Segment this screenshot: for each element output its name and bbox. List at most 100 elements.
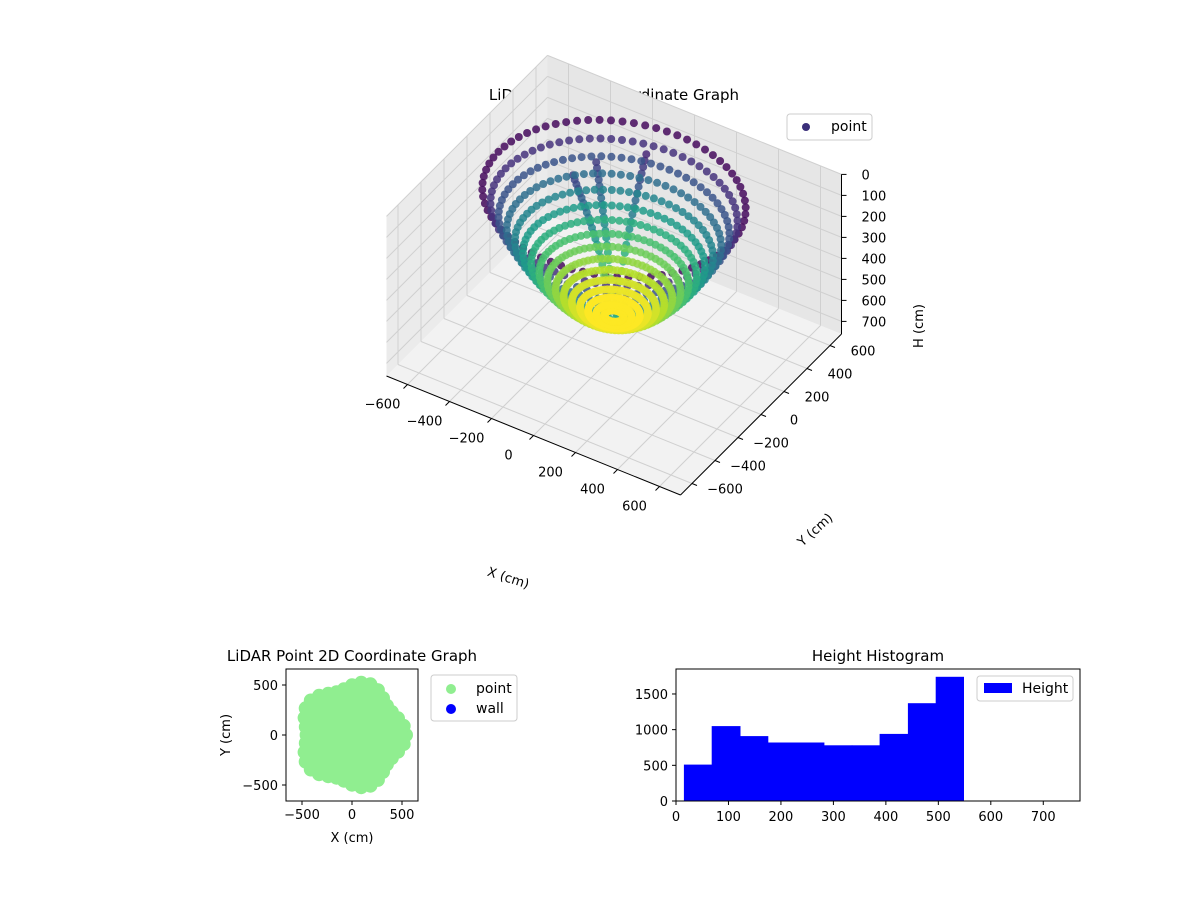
histogram-bar xyxy=(767,742,797,801)
3d-point xyxy=(649,142,658,151)
3d-point xyxy=(644,176,653,185)
3d-gridline xyxy=(386,181,548,343)
2d-x-tick-label: 0 xyxy=(348,808,356,823)
3d-point xyxy=(717,205,726,214)
3d-point xyxy=(551,120,560,128)
3d-point xyxy=(565,136,574,145)
3d-x-tick xyxy=(487,418,492,423)
histogram-legend: Height xyxy=(976,675,1074,702)
3d-x-tick xyxy=(655,486,660,491)
3d-point xyxy=(582,186,591,195)
chart-2d-scatter: LiDAR Point 2D Coordinate Graph −500 0 500… xyxy=(219,647,518,846)
histogram-x-tick-label: 100 xyxy=(716,810,741,825)
3d-point xyxy=(649,225,658,234)
3d-point xyxy=(669,185,678,194)
3d-x-tick-label: 400 xyxy=(580,483,605,498)
3d-point xyxy=(507,159,516,168)
3d-point xyxy=(545,140,554,149)
3d-point xyxy=(629,119,638,128)
3d-point xyxy=(621,231,630,240)
3d-point xyxy=(496,169,505,178)
3d-point xyxy=(673,131,682,140)
3d-point xyxy=(696,202,705,211)
3d-point xyxy=(594,175,603,184)
3d-point xyxy=(615,216,624,225)
3d-y-tick xyxy=(760,414,767,417)
3d-point xyxy=(633,189,642,198)
3d-point xyxy=(692,140,701,149)
3d-point xyxy=(600,201,608,210)
3d-legend-marker-point xyxy=(802,123,810,131)
3d-point xyxy=(568,154,577,163)
3d-point xyxy=(584,116,593,124)
3d-point xyxy=(642,150,651,159)
3d-point xyxy=(684,212,693,221)
3d-point xyxy=(487,187,496,196)
3d-point xyxy=(488,212,497,221)
3d-point xyxy=(637,157,646,166)
3d-point xyxy=(653,178,662,187)
histogram-x-tick-label: 300 xyxy=(821,810,846,825)
3d-point xyxy=(582,230,591,239)
histogram-bar xyxy=(795,742,825,801)
3d-y-tick xyxy=(737,437,744,440)
3d-point xyxy=(683,135,692,144)
3d-point xyxy=(672,221,681,230)
3d-point xyxy=(715,178,724,187)
3d-point xyxy=(674,169,682,178)
3d-point xyxy=(513,154,522,163)
3d-point xyxy=(631,204,640,213)
3d-point xyxy=(678,208,687,216)
3d-point xyxy=(649,194,658,203)
3d-point xyxy=(608,242,617,251)
3d-point xyxy=(532,183,541,192)
chart-histogram: Height Histogram 0 100 200 300 400 500 600 7000… xyxy=(635,647,1081,825)
3d-point xyxy=(585,134,594,143)
3d-x-tick-label: −600 xyxy=(365,398,401,413)
histogram-axes-frame xyxy=(675,668,1081,802)
3d-point xyxy=(708,151,717,160)
3d-x-tick-label: 200 xyxy=(538,466,563,481)
3d-point xyxy=(662,127,671,136)
3d-point xyxy=(739,189,748,198)
3d-point xyxy=(551,192,560,201)
3d-point xyxy=(592,158,601,167)
2d-y-tick-label: 0 xyxy=(270,729,278,744)
histogram-y-tick-label: 500 xyxy=(643,759,668,774)
3d-x-tick xyxy=(571,452,576,457)
3d-legend-box xyxy=(786,113,873,141)
3d-point xyxy=(665,165,674,174)
3d-point xyxy=(496,225,505,234)
3d-gridline xyxy=(386,97,548,259)
3d-point xyxy=(661,181,670,190)
3d-point xyxy=(573,116,582,125)
3d-point xyxy=(607,116,615,125)
2d-point-region xyxy=(304,682,406,788)
3d-gridline xyxy=(386,55,548,217)
3d-point xyxy=(669,148,678,157)
2d-legend-label-wall: wall xyxy=(476,701,504,717)
3d-point xyxy=(533,163,542,172)
3d-point xyxy=(507,137,516,146)
3d-point xyxy=(597,194,606,203)
3d-point xyxy=(672,204,680,213)
3d-point xyxy=(722,163,731,172)
3d-point xyxy=(577,153,586,162)
3d-point xyxy=(703,188,711,197)
3d-point xyxy=(586,216,595,225)
3d-y-tick-label: 400 xyxy=(828,368,853,383)
histogram-x-tick-label: 0 xyxy=(672,810,680,825)
3d-point xyxy=(643,223,652,232)
2d-x-tick-label: 500 xyxy=(390,808,415,823)
3d-point xyxy=(526,187,535,195)
3d-x-tick-label: 0 xyxy=(504,449,512,464)
3d-point xyxy=(478,178,487,187)
3d-point xyxy=(646,209,655,218)
2d-y-axis-label: Y (cm) xyxy=(219,714,234,757)
3d-point xyxy=(701,207,710,216)
3d-point xyxy=(634,182,643,191)
3d-point xyxy=(605,300,613,309)
3d-point xyxy=(690,198,699,207)
3d-point xyxy=(689,216,698,225)
